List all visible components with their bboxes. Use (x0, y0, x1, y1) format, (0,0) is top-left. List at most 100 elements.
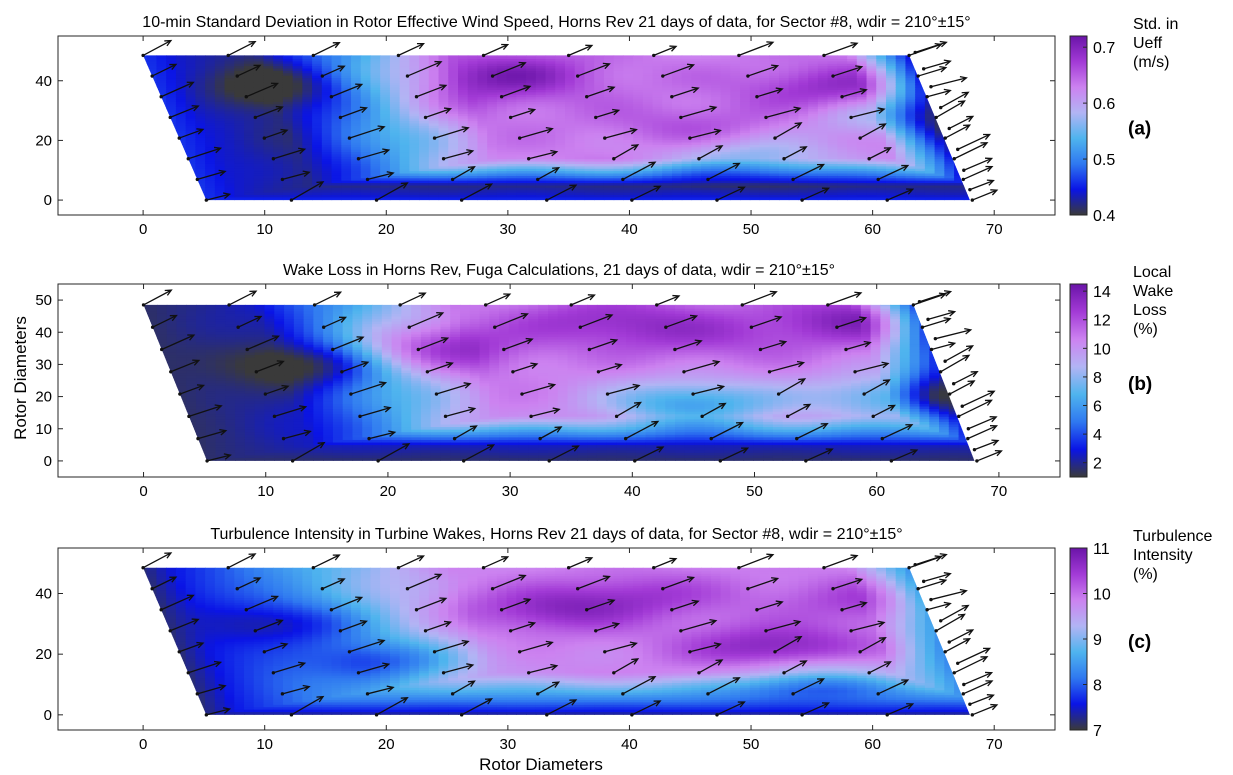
wind-arrow (653, 45, 678, 56)
wind-arrow (368, 430, 397, 440)
wind-arrow (877, 679, 910, 695)
wind-arrow (613, 658, 640, 674)
turbine-dot (329, 608, 334, 612)
turbine-dot (452, 436, 457, 441)
colorbar-tick-label: 10 (1093, 341, 1111, 358)
wind-arrow (935, 327, 973, 340)
turbine-dot (271, 671, 276, 675)
turbine-dot (547, 459, 551, 463)
wind-arrow (265, 384, 290, 395)
wind-arrow (634, 446, 665, 462)
turbine-dot (414, 608, 419, 612)
wind-arrow (434, 639, 470, 653)
wind-arrow (142, 552, 173, 569)
turbine-dot (776, 392, 781, 396)
colorbar-b: 2 4 6 8 10 12 14 Local Wake Loss (%) (1069, 264, 1173, 478)
y-tick-label: 40 (35, 324, 52, 341)
turbine-dot (481, 53, 486, 58)
turbine-dot (414, 95, 419, 99)
turbine-dot (661, 587, 665, 591)
turbine-dot (196, 436, 200, 441)
turbine-dot (443, 414, 448, 419)
wind-arrow (716, 701, 746, 716)
turbine-dot (943, 136, 947, 140)
wind-arrow (323, 316, 348, 328)
turbine-dot (245, 347, 249, 352)
turbine-dot (280, 692, 285, 696)
wind-arrow (568, 556, 594, 569)
turbine-dot (236, 325, 240, 329)
wind-arrow (707, 162, 741, 180)
turbine-dot (767, 370, 772, 374)
turbine-dot (749, 325, 754, 329)
turbine-dot (670, 95, 674, 99)
wind-arrow (151, 576, 178, 590)
wind-arrow (972, 189, 999, 201)
x-tick-label: 0 (139, 483, 147, 500)
wind-arrow (935, 613, 966, 632)
wind-arrow (160, 81, 195, 98)
turbine-dot (871, 414, 875, 419)
turbine-dot (536, 177, 540, 182)
wind-arrow (152, 314, 178, 328)
turbine-dot (450, 692, 455, 696)
wind-arrow (845, 340, 872, 351)
x-tick-label: 0 (139, 221, 147, 238)
turbine-dot (493, 325, 497, 329)
turbine-dot (290, 459, 295, 463)
wind-arrow (227, 40, 257, 56)
wind-arrow (604, 127, 638, 139)
wind-arrow (367, 171, 395, 181)
wind-arrow (683, 360, 721, 373)
wind-arrow (974, 439, 1000, 451)
wind-arrow (953, 370, 979, 385)
turbine-dot (150, 587, 154, 591)
wind-arrow (142, 39, 173, 56)
turbine-dot (459, 198, 464, 202)
wind-arrow (886, 703, 915, 716)
turbine-dot (204, 713, 209, 717)
wind-arrow (349, 639, 386, 653)
wind-arrow (783, 146, 808, 160)
wind-arrow (671, 86, 700, 98)
turbine-dot (633, 459, 637, 463)
wind-arrow (787, 403, 812, 417)
turbine-dot (929, 85, 933, 89)
wind-arrow (537, 167, 561, 180)
turbine-dot (682, 370, 686, 374)
colorbar-gradient (1069, 35, 1088, 216)
turbine-dot (968, 702, 972, 706)
colorbar-label: Turbulence (1133, 528, 1213, 545)
wind-arrow (416, 597, 448, 611)
wind-arrow (774, 122, 803, 139)
turbine-dot (545, 198, 549, 202)
wind-arrow (674, 339, 703, 351)
wind-arrow (151, 63, 178, 77)
turbine-dot (920, 325, 925, 329)
y-tick-label: 10 (35, 421, 52, 438)
turbine-dot (718, 459, 722, 463)
colorbar-label: Local (1133, 264, 1171, 281)
turbine-dot (263, 392, 268, 396)
wind-arrow (698, 659, 724, 674)
axes-frame (57, 283, 1061, 478)
wind-arrow (367, 685, 395, 695)
turbine-dot (280, 177, 285, 182)
turbine-dot (621, 177, 625, 182)
turbine-dot (947, 392, 952, 396)
turbine-dot (398, 303, 402, 307)
wind-arrow (604, 641, 638, 653)
panel-b: Wake Loss in Horns Rev, Fuga Calculation… (35, 262, 1173, 500)
wind-arrow (631, 700, 662, 716)
x-tick-label: 40 (621, 221, 638, 238)
turbine-dot (407, 325, 411, 329)
turbine-dot (517, 650, 522, 654)
wind-arrow (613, 144, 640, 160)
x-tick-label: 70 (991, 483, 1008, 500)
wind-arrow (246, 595, 279, 611)
turbine-dot (746, 74, 750, 78)
wind-arrow (948, 115, 975, 130)
turbine-dot (461, 459, 466, 463)
wind-arrow (765, 106, 802, 119)
